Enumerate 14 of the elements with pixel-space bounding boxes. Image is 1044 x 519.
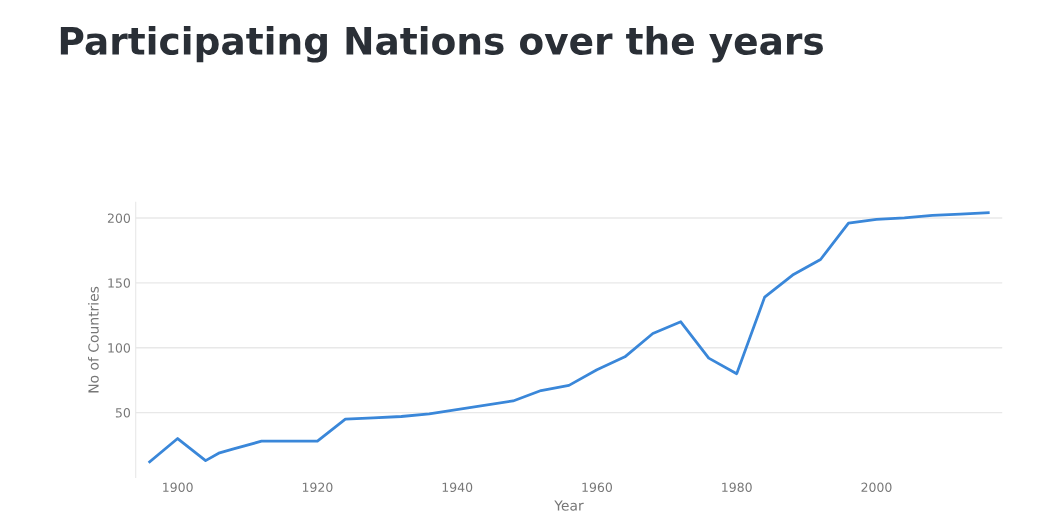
x-axis-title: Year <box>554 500 584 511</box>
y-tick-label: 200 <box>107 213 131 223</box>
line-series <box>148 211 990 464</box>
x-tick-label: 1960 <box>582 482 613 493</box>
chart-title: Participating Nations over the years <box>60 25 823 63</box>
x-tick-label: 2000 <box>861 482 892 493</box>
x-tick-label: 1900 <box>163 482 193 493</box>
y-axis-title: No of Countries <box>88 286 99 393</box>
x-tick-label: 1920 <box>302 482 333 493</box>
y-tick-label: 50 <box>115 408 131 418</box>
x-tick-label: 1940 <box>442 482 473 493</box>
y-tick-label: 150 <box>108 278 131 288</box>
x-tick-label: 1980 <box>722 482 752 493</box>
y-tick-label: 100 <box>108 343 131 353</box>
